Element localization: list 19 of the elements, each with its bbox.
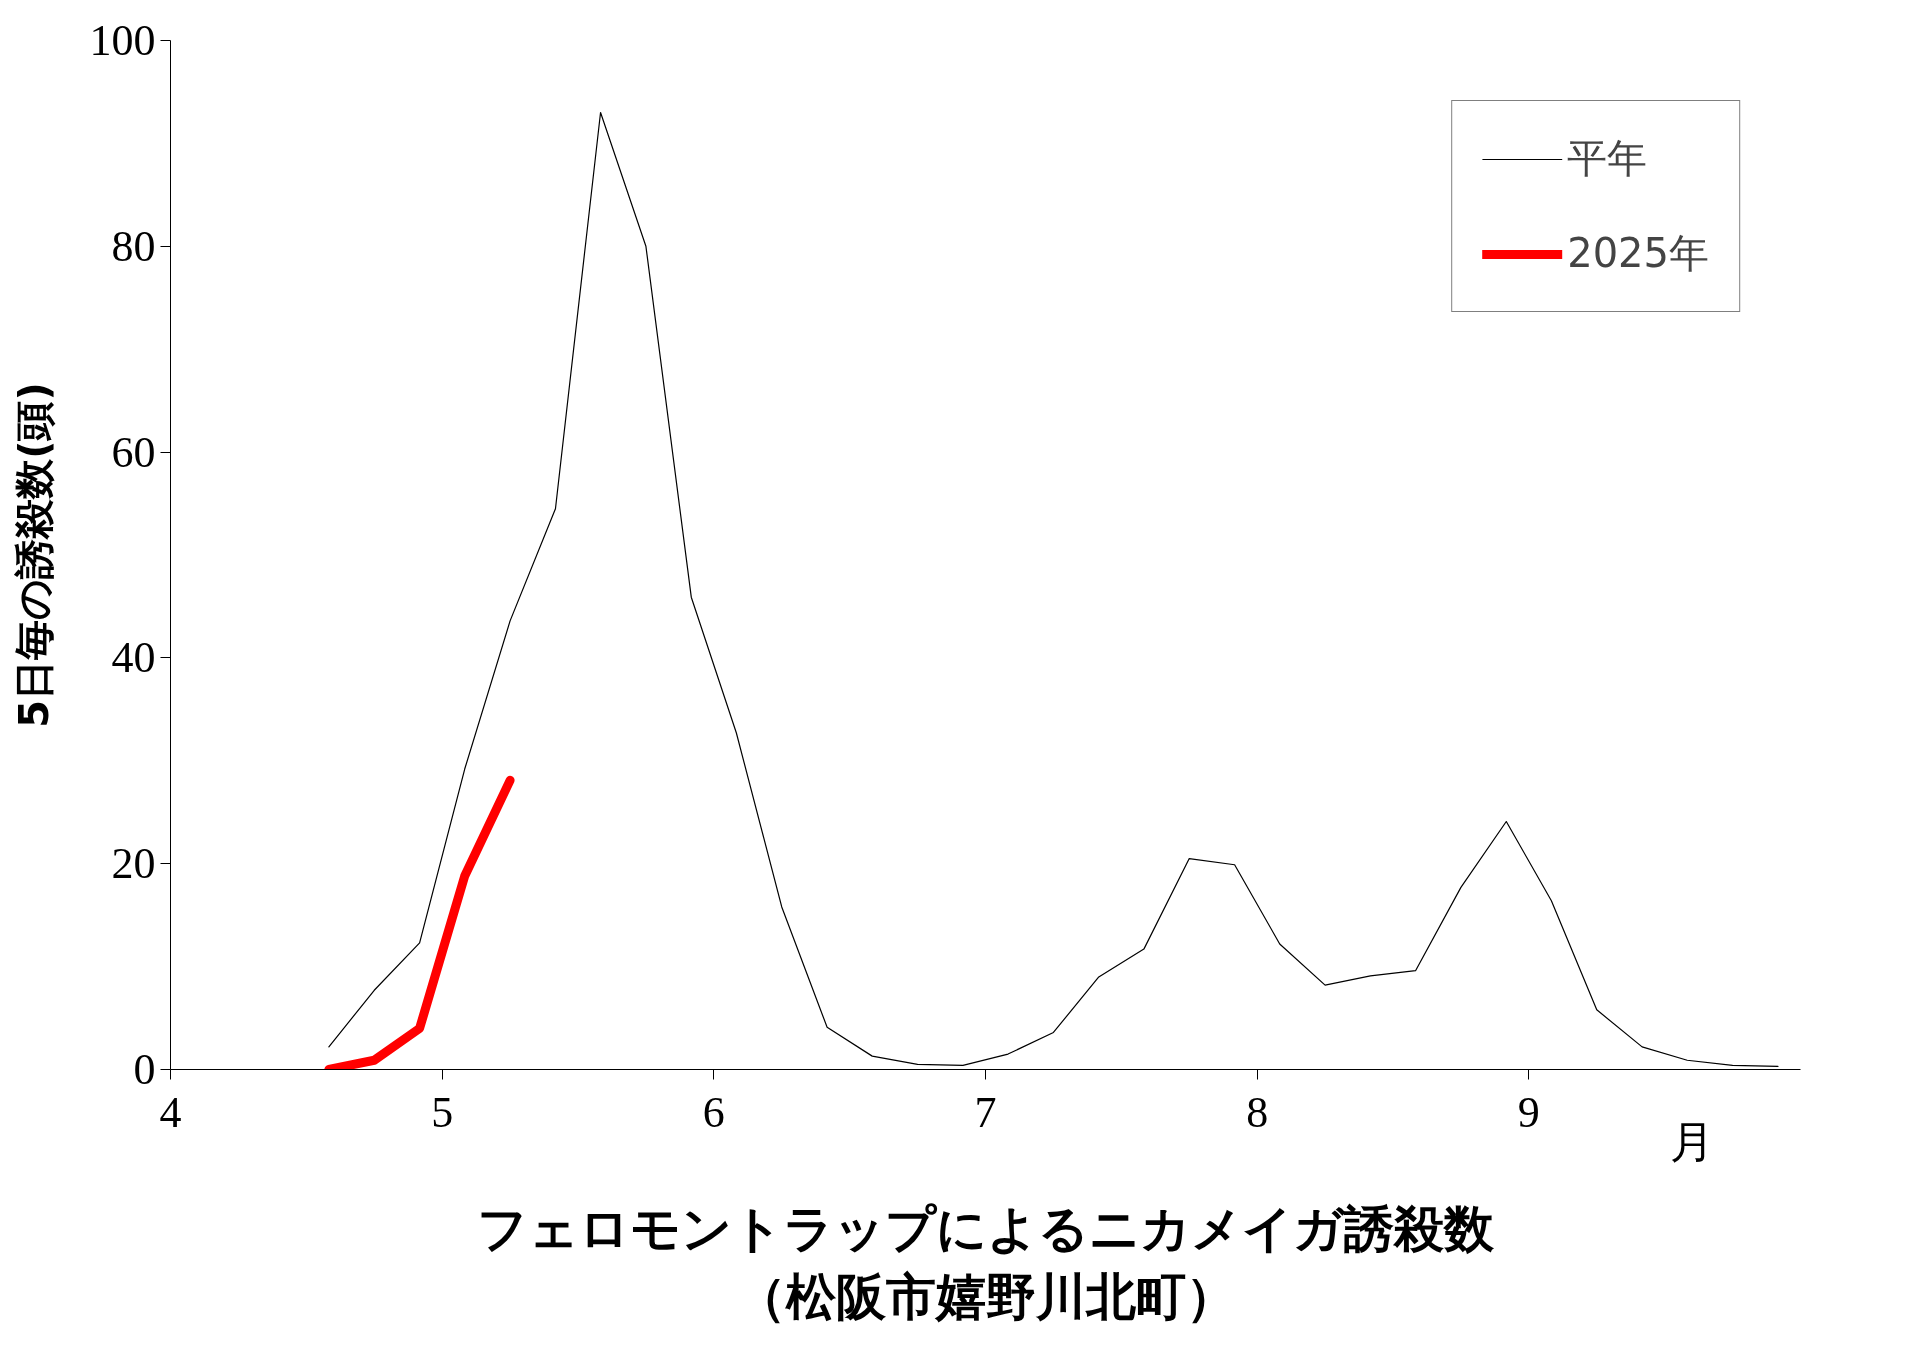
y-tick-label: 40 — [111, 633, 156, 683]
y-tick-label: 20 — [111, 839, 156, 889]
x-tick-label: 7 — [974, 1087, 997, 1137]
y-axis-title: 5日毎の誘殺数(頭) — [10, 382, 57, 728]
x-tick-label: 6 — [702, 1087, 725, 1137]
x-tick-label: 4 — [159, 1087, 182, 1137]
legend-label: 2025年 — [1567, 229, 1709, 278]
x-tick-label: 9 — [1517, 1087, 1540, 1137]
line-series — [328, 111, 1779, 1068]
text: （松阪市嬉野川北町） — [735, 1267, 1236, 1326]
text: 月 — [1669, 1115, 1714, 1167]
legend-label: 平年 — [1567, 134, 1648, 183]
x-tick-label: 8 — [1246, 1087, 1269, 1137]
x-axis-title: フェロモントラップによるニカメイガ誘殺数 — [477, 1199, 1495, 1258]
y-tick-label: 0 — [133, 1045, 156, 1094]
y-tick-label: 60 — [111, 427, 156, 477]
x-tick-label: 5 — [431, 1087, 454, 1137]
y-tick-label: 80 — [111, 221, 156, 271]
y-tick-label: 100 — [89, 16, 156, 65]
